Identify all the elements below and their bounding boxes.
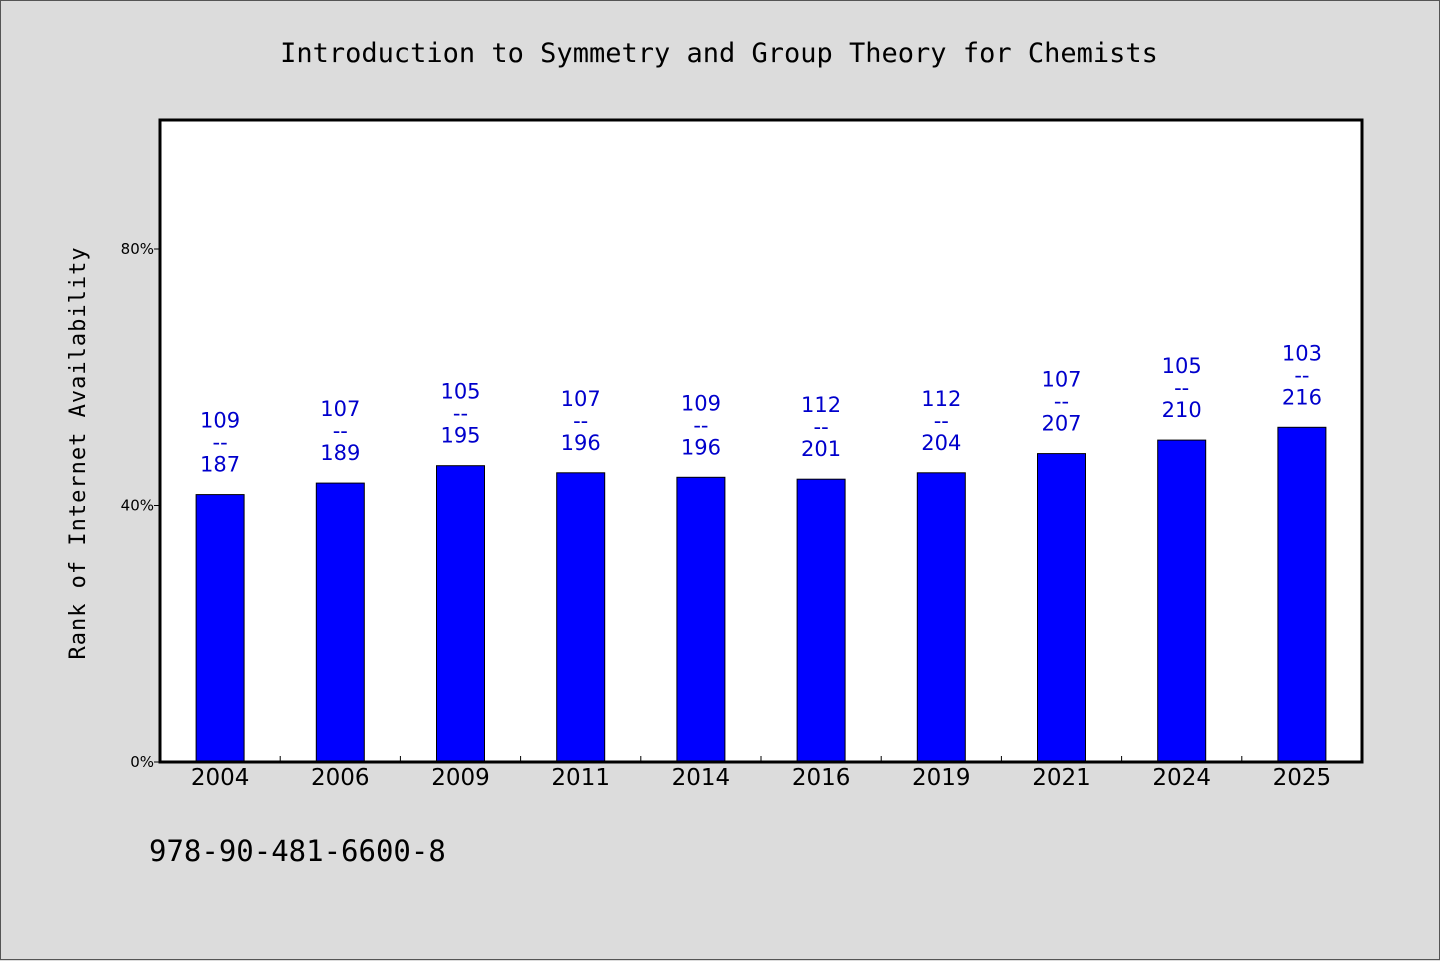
bar-2006 — [315, 482, 365, 763]
bar-label-bottom-2009: 195 — [440, 424, 480, 448]
x-tick-label-2016: 2016 — [792, 765, 851, 791]
x-tick-label-2025: 2025 — [1273, 765, 1332, 791]
bar-2009 — [436, 465, 485, 763]
x-tick-label-2019: 2019 — [912, 765, 971, 791]
bar-label-bottom-2006: 189 — [320, 441, 360, 465]
bar-label-top-2009: 105 — [440, 380, 480, 404]
y-tick-label-40: 40% — [121, 497, 154, 515]
x-tick-label-2024: 2024 — [1152, 765, 1211, 791]
bar-label-sep-2006: -- — [333, 419, 348, 443]
bar-2011 — [556, 472, 606, 763]
bar-label-top-2024: 105 — [1162, 354, 1202, 378]
bar-label-sep-2019: -- — [934, 409, 949, 433]
bar-2019 — [916, 472, 966, 763]
bar-label-top-2021: 107 — [1041, 368, 1081, 392]
y-axis-label: Rank of Internet Availability — [66, 246, 91, 659]
bar-label-bottom-2025: 216 — [1282, 385, 1322, 409]
bar-label-sep-2021: -- — [1054, 390, 1069, 414]
bar-2025 — [1277, 426, 1327, 763]
bar-label-sep-2025: -- — [1294, 363, 1309, 387]
bar-label-top-2025: 103 — [1282, 341, 1322, 365]
bar-label-sep-2014: -- — [693, 413, 708, 437]
bar-label-sep-2016: -- — [814, 415, 829, 439]
bar-label-bottom-2024: 210 — [1162, 398, 1202, 422]
x-tick-label-2004: 2004 — [191, 765, 250, 791]
bar-label-top-2019: 112 — [921, 387, 961, 411]
bar-label-bottom-2011: 196 — [561, 431, 601, 455]
bar-label-sep-2011: -- — [573, 409, 588, 433]
bar-labels: 109--187107--189105--195107--196109--196… — [200, 341, 1322, 476]
bar-label-top-2004: 109 — [200, 409, 240, 433]
x-tick-label-2021: 2021 — [1032, 765, 1091, 791]
bar-2014 — [676, 476, 726, 763]
x-tick-label-2014: 2014 — [672, 765, 731, 791]
bar-label-top-2014: 109 — [681, 391, 721, 415]
y-tick-labels: 0% 40% 80% — [121, 240, 154, 771]
x-tick-labels: 2004 2006 2009 2011 2014 2016 2019 2021 2024 2025 — [191, 765, 1331, 791]
bar-2016 — [796, 478, 846, 763]
bar-label-top-2016: 112 — [801, 393, 841, 417]
bar-label-sep-2009: -- — [453, 402, 468, 426]
bar-label-bottom-2014: 196 — [681, 435, 721, 459]
bar-label-top-2011: 107 — [561, 387, 601, 411]
x-tick-label-2011: 2011 — [551, 765, 610, 791]
x-tick-label-2006: 2006 — [311, 765, 370, 791]
bar-label-top-2006: 107 — [320, 397, 360, 421]
chart-title: Introduction to Symmetry and Group Theor… — [280, 38, 1158, 69]
bar-label-sep-2024: -- — [1174, 376, 1189, 400]
bar-label-bottom-2016: 201 — [801, 437, 841, 461]
bar-label-bottom-2004: 187 — [200, 453, 240, 477]
bar-label-sep-2004: -- — [213, 431, 228, 455]
bar-2024 — [1157, 439, 1207, 763]
bar-label-bottom-2019: 204 — [921, 431, 961, 455]
isbn-text: 978-90-481-6600-8 — [149, 834, 446, 868]
plot-border — [158, 118, 1364, 764]
bars — [195, 426, 1327, 763]
x-tick-label-2009: 2009 — [431, 765, 490, 791]
bar-2004 — [195, 494, 245, 763]
y-tick-label-0: 0% — [130, 753, 154, 771]
y-tick-label-80: 80% — [121, 240, 154, 258]
bar-2021 — [1037, 453, 1086, 763]
bar-label-bottom-2021: 207 — [1041, 412, 1081, 436]
